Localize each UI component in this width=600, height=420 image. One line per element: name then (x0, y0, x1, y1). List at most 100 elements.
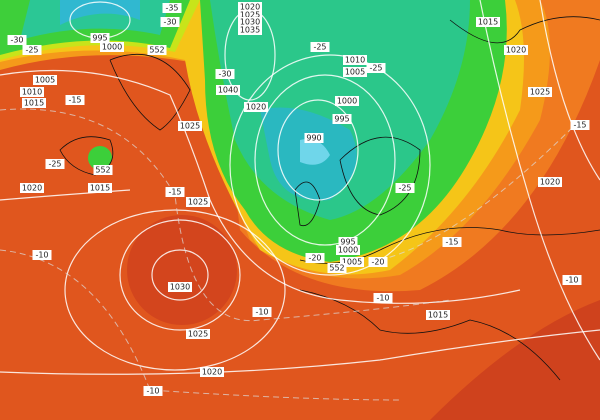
contour-label: -25 (48, 160, 61, 169)
contour-label: 1025 (180, 122, 200, 131)
label-box (238, 2, 262, 12)
label-box (238, 10, 262, 20)
contour-label: 1025 (530, 88, 550, 97)
label-box (562, 275, 582, 285)
isobars (0, 0, 600, 375)
contour-label: 1020 (22, 184, 42, 193)
contour-label: 1015 (24, 99, 44, 108)
contour-label: 1015 (478, 18, 498, 27)
label-box (100, 42, 124, 52)
label-box (504, 45, 528, 55)
label-box (238, 25, 262, 35)
label-box (178, 121, 202, 131)
label-box (143, 386, 163, 396)
label-box (165, 187, 185, 197)
temperature-lines (0, 108, 581, 401)
label-box (305, 253, 325, 263)
label-box (336, 245, 360, 255)
contour-label: 995 (340, 238, 355, 247)
label-box (147, 45, 167, 55)
label-box (338, 237, 358, 247)
contour-label: -20 (371, 258, 384, 267)
label-box (90, 33, 110, 43)
contour-label: -15 (68, 96, 81, 105)
label-box (20, 87, 44, 97)
contour-label: -25 (398, 184, 411, 193)
contour-label: 1025 (188, 198, 208, 207)
label-box (343, 55, 367, 65)
contour-label: 995 (92, 34, 107, 43)
contour-label: 1000 (338, 246, 358, 255)
contour-label: 552 (149, 46, 164, 55)
label-box (310, 42, 330, 52)
contour-label: -30 (218, 70, 231, 79)
contour-label: 1010 (22, 88, 42, 97)
label-box (538, 177, 562, 187)
contour-label: 1015 (428, 311, 448, 320)
label-box (65, 95, 85, 105)
contour-label: -25 (313, 43, 326, 52)
label-box (22, 98, 46, 108)
label-box (186, 197, 210, 207)
label-box (88, 183, 112, 193)
contour-label: -20 (308, 254, 321, 263)
contour-label: 552 (95, 166, 110, 175)
contour-label: 1005 (35, 76, 55, 85)
contour-label: -30 (10, 36, 23, 45)
contour-label: -30 (163, 18, 176, 27)
label-box (186, 329, 210, 339)
label-box (570, 120, 590, 130)
contour-label: 1030 (170, 283, 190, 292)
contour-label: 1020 (506, 46, 526, 55)
contour-label: 1035 (240, 26, 260, 35)
label-box (252, 307, 272, 317)
contour-label: 995 (334, 115, 349, 124)
label-box (340, 257, 364, 267)
contour-label: 1025 (188, 330, 208, 339)
label-box (442, 237, 462, 247)
contour-label: 1030 (240, 18, 260, 27)
label-box (304, 133, 324, 143)
label-box (33, 75, 57, 85)
label-box (238, 17, 262, 27)
label-box (528, 87, 552, 97)
contour-label: 1020 (202, 368, 222, 377)
label-box (335, 96, 359, 106)
contour-label: 1020 (540, 178, 560, 187)
label-box (7, 35, 27, 45)
contour-label: -10 (255, 308, 268, 317)
label-box (20, 183, 44, 193)
label-box (22, 45, 42, 55)
label-box (332, 114, 352, 124)
contour-label: -25 (369, 64, 382, 73)
label-box (45, 159, 65, 169)
contour-label: 1000 (337, 97, 357, 106)
label-box (32, 250, 52, 260)
contour-label: 1015 (90, 184, 110, 193)
contour-label: -10 (35, 251, 48, 260)
contour-label: 1005 (345, 68, 365, 77)
label-box (373, 293, 393, 303)
label-box (215, 69, 235, 79)
contour-label: 990 (306, 134, 321, 143)
contour-label: -35 (165, 4, 178, 13)
label-box (244, 102, 268, 112)
label-box (200, 367, 224, 377)
contour-label: 1000 (102, 43, 122, 52)
contour-label: -25 (25, 46, 38, 55)
label-box (395, 183, 415, 193)
contour-label: 1020 (246, 103, 266, 112)
label-box (93, 165, 113, 175)
contour-label: 1005 (342, 258, 362, 267)
label-box (426, 310, 450, 320)
contour-label: -15 (573, 121, 586, 130)
label-box (368, 257, 388, 267)
label-box (168, 282, 192, 292)
contour-label: 552 (329, 264, 344, 273)
contour-label: 1020 (240, 3, 260, 12)
contour-label: 1040 (218, 86, 238, 95)
contour-label: -15 (445, 238, 458, 247)
